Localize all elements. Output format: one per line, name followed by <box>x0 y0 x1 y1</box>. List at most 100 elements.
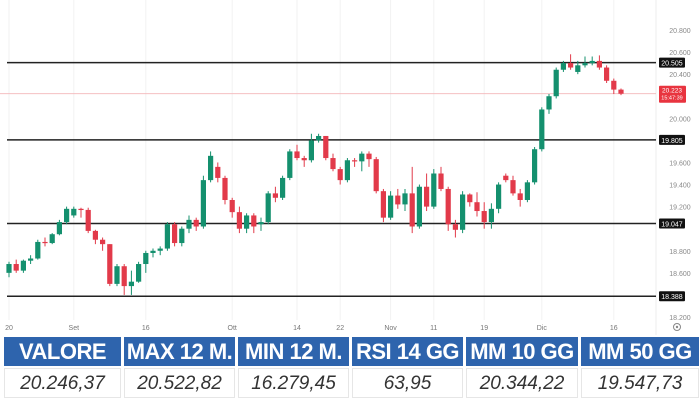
candle-body <box>71 208 77 216</box>
candle-body <box>179 228 185 244</box>
candle-body <box>474 202 480 212</box>
candle-body <box>546 96 552 110</box>
candle-body <box>186 219 192 229</box>
level-label-box <box>659 291 685 302</box>
x-tick-label: 19 <box>480 325 488 332</box>
y-tick-label: 19.600 <box>669 160 691 167</box>
candle-body <box>488 208 494 223</box>
candle-body <box>193 219 199 227</box>
candle-body <box>128 281 134 287</box>
level-label: 20.505 <box>661 61 683 68</box>
candle-body <box>395 195 401 205</box>
y-tick-label: 20.400 <box>669 72 691 79</box>
header-mm-10gg: MM 10 GG <box>466 337 578 366</box>
candle-body <box>301 158 307 161</box>
candle-body <box>6 264 12 273</box>
header-valore: VALORE <box>4 337 121 366</box>
value-rsi-14gg: 63,95 <box>352 368 463 398</box>
x-tick-label: Dic <box>537 325 548 332</box>
candle-body <box>539 109 545 150</box>
candle-body <box>575 65 581 72</box>
candle-body <box>42 241 48 244</box>
candle-body <box>280 177 286 198</box>
candle-body <box>35 241 41 259</box>
candle-body <box>222 177 228 200</box>
candle-body <box>229 199 235 213</box>
y-tick-label: 20.800 <box>669 28 691 35</box>
level-label: 19.805 <box>661 138 683 145</box>
x-tick-label: 22 <box>336 325 344 332</box>
candle-body <box>143 252 149 265</box>
candle-body <box>352 160 358 162</box>
value-max-12m: 20.522,82 <box>124 368 235 398</box>
value-min-12m: 16.279,45 <box>238 368 349 398</box>
candle-body <box>510 180 516 194</box>
candle-body <box>200 180 206 227</box>
stats-table: VALORE MAX 12 M. MIN 12 M. RSI 14 GG MM … <box>4 337 699 398</box>
candle-body <box>49 234 55 244</box>
gear-icon[interactable] <box>673 323 681 331</box>
x-tick-label: 20 <box>5 325 13 332</box>
header-min-12m: MIN 12 M. <box>238 337 349 366</box>
candle-body <box>380 191 386 218</box>
candle-body <box>294 151 300 159</box>
header-rsi-14gg: RSI 14 GG <box>352 337 463 366</box>
current-price-label: 20.223 <box>662 88 682 95</box>
candle-body <box>532 149 538 183</box>
y-tick-label: 18.200 <box>669 315 691 322</box>
candle-body <box>618 89 624 94</box>
candle-body <box>373 159 379 192</box>
candle-body <box>460 194 466 230</box>
candle-body <box>560 63 566 70</box>
candle-body <box>107 244 113 284</box>
x-tick-label: Ott <box>228 325 237 332</box>
candle-body <box>150 250 156 253</box>
candle-body <box>388 195 394 218</box>
candle-body <box>438 173 444 189</box>
x-tick-label: Nov <box>384 325 397 332</box>
value-valore: 20.246,37 <box>4 368 121 398</box>
candle-body <box>344 160 350 181</box>
x-tick-label: 11 <box>430 325 437 332</box>
x-tick-label: Set <box>69 325 80 332</box>
candle-body <box>604 67 610 81</box>
candle-body <box>164 224 170 249</box>
candle-body <box>467 194 473 203</box>
candle-body <box>316 135 322 141</box>
candle-body <box>265 193 271 223</box>
candle-body <box>20 260 26 271</box>
candle-body <box>589 60 595 64</box>
candle-body <box>56 222 62 235</box>
candle-body <box>503 175 509 181</box>
candle-body <box>445 188 451 225</box>
candle-body <box>416 186 422 227</box>
value-mm-50gg: 19.547,73 <box>581 368 699 398</box>
gear-icon-center <box>675 325 679 329</box>
candlestick-chart[interactable]: 20.800 20.600 20.400 20.000 19.600 19.400 19.2… <box>0 0 700 335</box>
x-tick-label: 14 <box>293 325 301 332</box>
candle-body <box>337 169 343 181</box>
candle-body <box>157 248 163 251</box>
candle-body <box>596 60 602 68</box>
y-tick-label: 20.600 <box>669 50 691 57</box>
level-label-box <box>659 218 685 229</box>
candle-body <box>64 208 70 223</box>
candle-body <box>258 222 264 225</box>
candle-body <box>251 215 257 227</box>
candle-body <box>121 266 127 287</box>
candle-body <box>611 80 617 90</box>
candle-body <box>28 258 34 261</box>
level-label-box <box>659 134 685 145</box>
level-label: 19.047 <box>661 222 683 229</box>
header-mm-50gg: MM 50 GG <box>581 337 699 366</box>
candle-body <box>409 193 415 227</box>
candle-body <box>366 153 372 160</box>
candle-body <box>172 224 178 244</box>
candle-body <box>244 215 250 229</box>
candle-body <box>100 239 106 245</box>
y-tick-label: 18.800 <box>669 249 691 256</box>
value-mm-10gg: 20.344,22 <box>466 368 578 398</box>
x-tick-label: 16 <box>142 325 150 332</box>
candle-body <box>13 264 19 271</box>
candle-body <box>517 193 523 200</box>
